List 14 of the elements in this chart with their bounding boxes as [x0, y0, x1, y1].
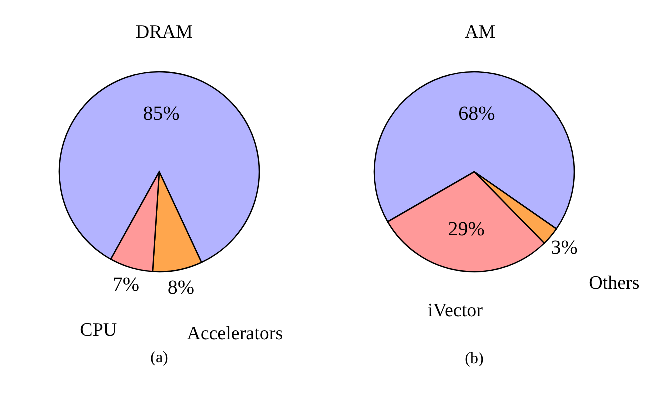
data-label: 8%: [168, 276, 195, 299]
slice-label: AM: [465, 22, 496, 44]
data-label: 29%: [448, 218, 485, 240]
slice-label: Others: [589, 272, 640, 294]
data-label: 85%: [143, 103, 180, 126]
slice-label: DRAM: [136, 22, 193, 44]
text: (b): [465, 350, 484, 368]
text: (a): [150, 349, 168, 366]
slice-label: iVector: [428, 300, 484, 322]
data-label: 68%: [458, 103, 496, 126]
slice-label: Accelerators: [187, 323, 284, 344]
data-label: 3%: [551, 237, 578, 260]
slice-label: CPU: [80, 320, 118, 341]
data-label: 7%: [112, 274, 140, 296]
